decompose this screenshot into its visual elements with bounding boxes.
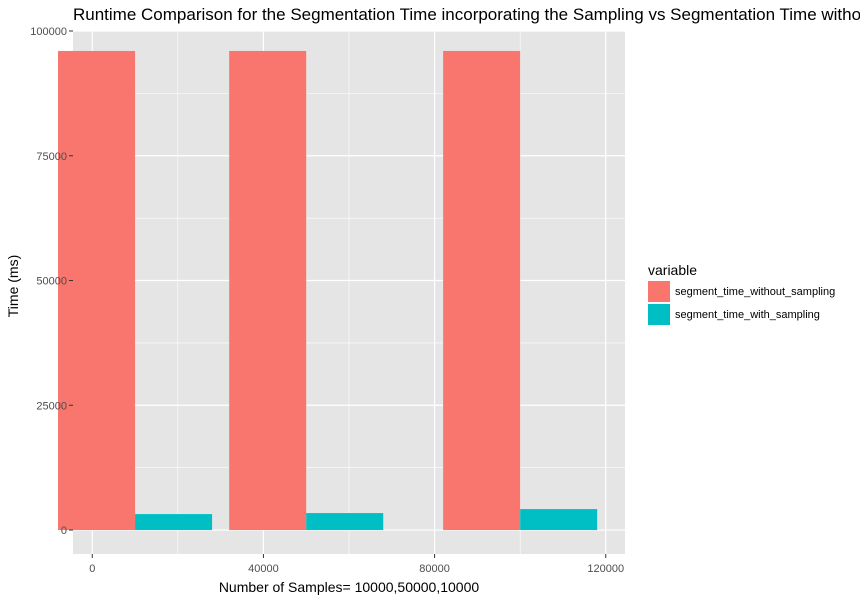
legend: variable segment_time_without_samplingse… bbox=[648, 262, 835, 325]
x-axis-title: Number of Samples= 10000,50000,10000 bbox=[219, 579, 480, 595]
bar-segment-time-with-sampling bbox=[135, 514, 213, 531]
bar-segment-time-without-sampling bbox=[443, 50, 521, 531]
y-tick-label: 50000 bbox=[36, 276, 67, 288]
x-tick-label: 0 bbox=[89, 563, 95, 575]
legend-title: variable bbox=[648, 262, 697, 278]
y-tick-label: 100000 bbox=[30, 26, 67, 38]
x-tick-label: 120000 bbox=[587, 563, 624, 575]
y-tick-label: 25000 bbox=[36, 400, 67, 412]
legend-key-segment-time-without-sampling bbox=[648, 281, 670, 302]
bar-segment-time-without-sampling bbox=[229, 50, 307, 531]
x-axis: 0 40000 80000 120000 bbox=[89, 554, 624, 575]
y-tick-label: 75000 bbox=[36, 151, 67, 163]
bar-segment-time-with-sampling bbox=[306, 513, 384, 531]
legend-label: segment_time_with_sampling bbox=[675, 309, 820, 321]
bar-segment-time-with-sampling bbox=[520, 509, 598, 531]
bar-segment-time-without-sampling bbox=[58, 50, 136, 531]
y-tick-label: 0 bbox=[61, 525, 67, 537]
legend-label: segment_time_without_sampling bbox=[675, 286, 835, 298]
y-axis: 0 25000 50000 75000 100000 bbox=[30, 26, 73, 537]
chart-title: Runtime Comparison for the Segmentation … bbox=[73, 5, 860, 24]
bars bbox=[58, 50, 598, 531]
legend-key-segment-time-with-sampling bbox=[648, 304, 670, 325]
x-tick-label: 40000 bbox=[248, 563, 279, 575]
x-tick-label: 80000 bbox=[419, 563, 450, 575]
y-axis-title: Time (ms) bbox=[5, 255, 21, 317]
